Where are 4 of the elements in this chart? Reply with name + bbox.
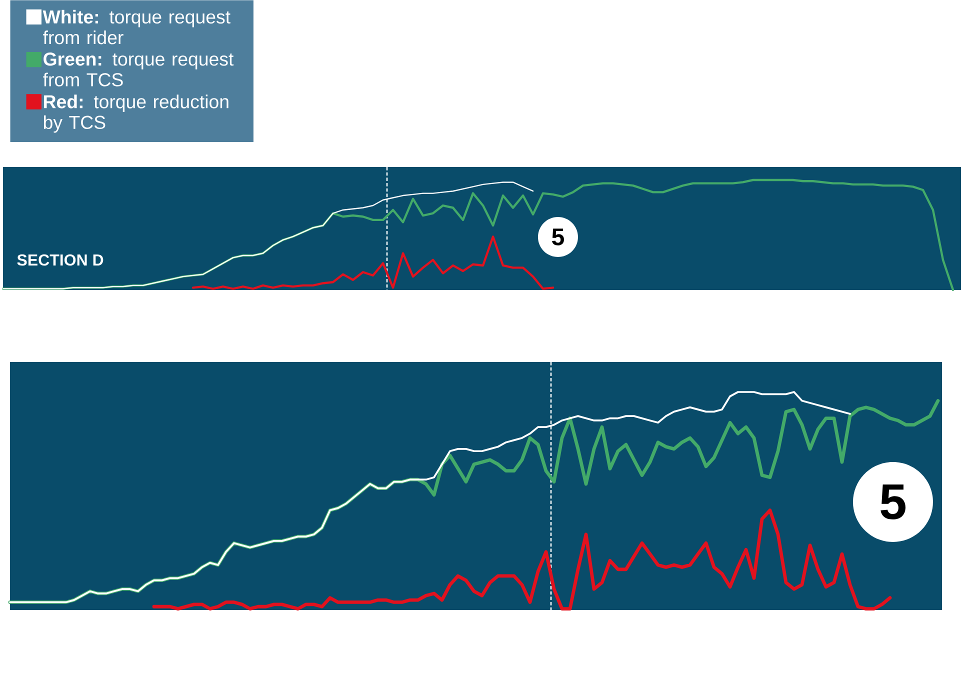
legend-label: Red: torque reduction by TCS xyxy=(44,94,228,133)
text: SECTION D xyxy=(17,254,104,266)
annotation: 5 xyxy=(552,228,564,246)
annotation: 5 xyxy=(880,484,906,520)
